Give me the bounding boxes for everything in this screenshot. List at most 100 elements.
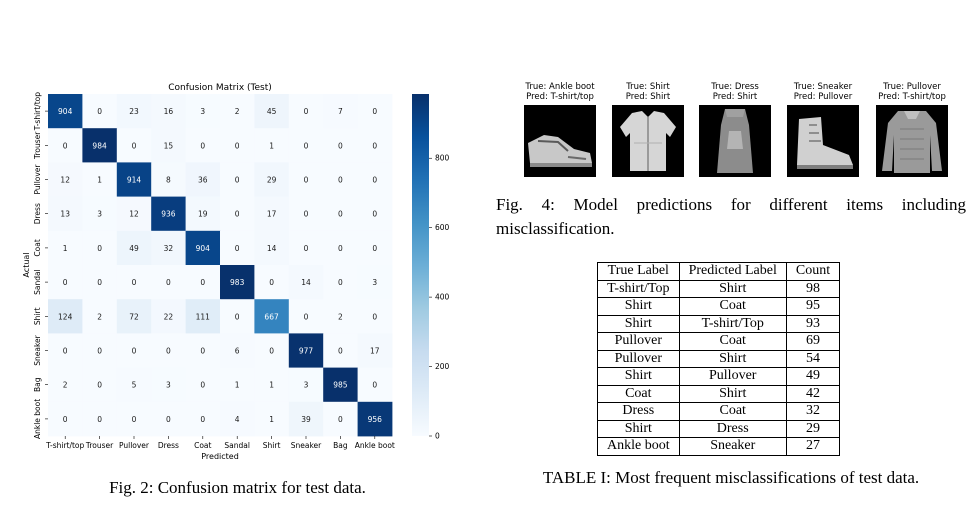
- cell-value: 0: [235, 210, 240, 219]
- heatmap-cell: [82, 401, 118, 437]
- cell-value: 0: [97, 278, 102, 287]
- heatmap-cell: [82, 265, 118, 300]
- cell-value: 1: [63, 244, 68, 253]
- cell-count: 29: [785, 419, 841, 438]
- cell-value: 13: [60, 210, 70, 219]
- heatmap-cell: [151, 128, 186, 163]
- cell-value: 14: [267, 244, 277, 253]
- cell-value: 0: [235, 244, 240, 253]
- heatmap-cell: [82, 230, 118, 266]
- true-label: True: Dress: [711, 82, 759, 92]
- cell-value: 15: [164, 141, 174, 150]
- cell-value: 0: [63, 278, 68, 287]
- y-tick-label: Sandal: [33, 269, 42, 295]
- y-tick-label: Bag: [33, 377, 42, 392]
- cell-true: Shirt: [597, 314, 680, 333]
- heatmap-cell: [48, 94, 83, 129]
- y-tick-label: Trouser: [33, 131, 42, 160]
- cell-value: 0: [97, 107, 102, 116]
- cell-value: 0: [372, 210, 377, 219]
- cell-count: 32: [785, 402, 841, 421]
- heatmap-cell: [48, 162, 83, 197]
- cell-value: 977: [299, 347, 314, 356]
- heatmap-cell: [48, 367, 83, 403]
- x-tick-label: T-shirt/top: [45, 441, 84, 450]
- cell-value: 14: [301, 278, 311, 287]
- heatmap-cell: [151, 367, 186, 403]
- cell-value: 0: [338, 176, 343, 185]
- cell-value: 0: [132, 415, 137, 424]
- y-tick-label: Ankle boot: [33, 399, 42, 439]
- cell-value: 0: [304, 141, 309, 150]
- cell-value: 0: [97, 415, 102, 424]
- cell-value: 667: [264, 312, 279, 321]
- heatmap-cell: [323, 265, 358, 300]
- cell-value: 8: [166, 176, 171, 185]
- cell-value: 0: [132, 141, 137, 150]
- pred-label: Pred: T-shirt/top: [878, 92, 946, 102]
- heatmap-cell: [254, 367, 290, 403]
- cell-pred: Coat: [678, 402, 787, 421]
- cell-value: 6: [235, 347, 240, 356]
- prediction-item: True: Sneaker Pred: Pullover: [778, 82, 868, 177]
- heatmap-cell: [116, 333, 152, 368]
- confusion-matrix-figure: Confusion Matrix (Test)904 0 23 16 3 2 45 0 7 00 9…: [22, 83, 450, 461]
- cell-value: 0: [97, 381, 102, 390]
- cell-value: 984: [92, 141, 107, 150]
- cell-pred: Dress: [678, 419, 787, 438]
- heatmap-cell: [323, 367, 358, 403]
- cell-true: Pullover: [597, 332, 680, 351]
- table-header-row: True Label Predicted Label Count: [597, 262, 841, 281]
- cell-value: 17: [370, 347, 380, 356]
- pred-label: Pred: Shirt: [712, 92, 758, 102]
- cell-pred: Shirt: [678, 384, 787, 403]
- heatmap-cell: [220, 162, 255, 197]
- cell-value: 0: [200, 347, 205, 356]
- cell-pred: Shirt: [678, 349, 787, 368]
- cell-value: 0: [269, 278, 274, 287]
- cell-value: 0: [304, 312, 309, 321]
- heatmap-cell: [323, 162, 358, 197]
- heatmap-cell: [357, 367, 393, 403]
- x-axis-label: Predicted: [201, 452, 239, 461]
- x-tick-label: Bag: [333, 441, 348, 450]
- table-row: Shirt T-shirt/Top 93: [597, 314, 841, 333]
- heatmap-cell: [323, 128, 358, 163]
- cell-value: 1: [269, 415, 274, 424]
- colorbar-tick-label: 0: [435, 432, 440, 441]
- heatmap-cell: [116, 128, 152, 163]
- heatmap-cell: [185, 265, 221, 300]
- heatmap-cell: [185, 196, 221, 232]
- cell-value: 5: [132, 381, 137, 390]
- cell-value: 0: [372, 312, 377, 321]
- heatmap-cell: [185, 401, 221, 437]
- cell-value: 22: [164, 312, 174, 321]
- cell-value: 1: [235, 381, 240, 390]
- cell-value: 23: [129, 107, 139, 116]
- heatmap-cell: [220, 367, 255, 403]
- x-tick-label: Shirt: [263, 441, 281, 450]
- pullover-icon: [876, 105, 948, 177]
- cell-value: 0: [338, 244, 343, 253]
- heatmap-cell: [48, 230, 83, 266]
- cell-value: 936: [161, 210, 176, 219]
- heatmap-cell: [116, 230, 152, 266]
- heatmap-cell: [116, 94, 152, 129]
- heatmap-cell: [323, 333, 358, 368]
- heatmap-cell: [116, 367, 152, 403]
- heatmap-cell: [185, 299, 221, 334]
- prediction-item: True: Ankle boot Pred: T-shirt/top: [515, 82, 605, 177]
- heatmap-cell: [288, 367, 324, 403]
- heatmap-cell: [220, 299, 255, 334]
- cell-value: 16: [164, 107, 174, 116]
- table-row: Shirt Coat 95: [597, 297, 841, 316]
- table-row: Pullover Shirt 54: [597, 349, 841, 368]
- cell-value: 32: [164, 244, 174, 253]
- heatmap-cell: [323, 401, 358, 437]
- cell-count: 98: [785, 279, 841, 298]
- cell-count: 49: [785, 367, 841, 386]
- heatmap-cell: [323, 299, 358, 334]
- pred-label: Pred: Pullover: [793, 92, 853, 102]
- table-row: Shirt Pullover 49: [597, 367, 841, 386]
- heatmap-cell: [151, 94, 186, 129]
